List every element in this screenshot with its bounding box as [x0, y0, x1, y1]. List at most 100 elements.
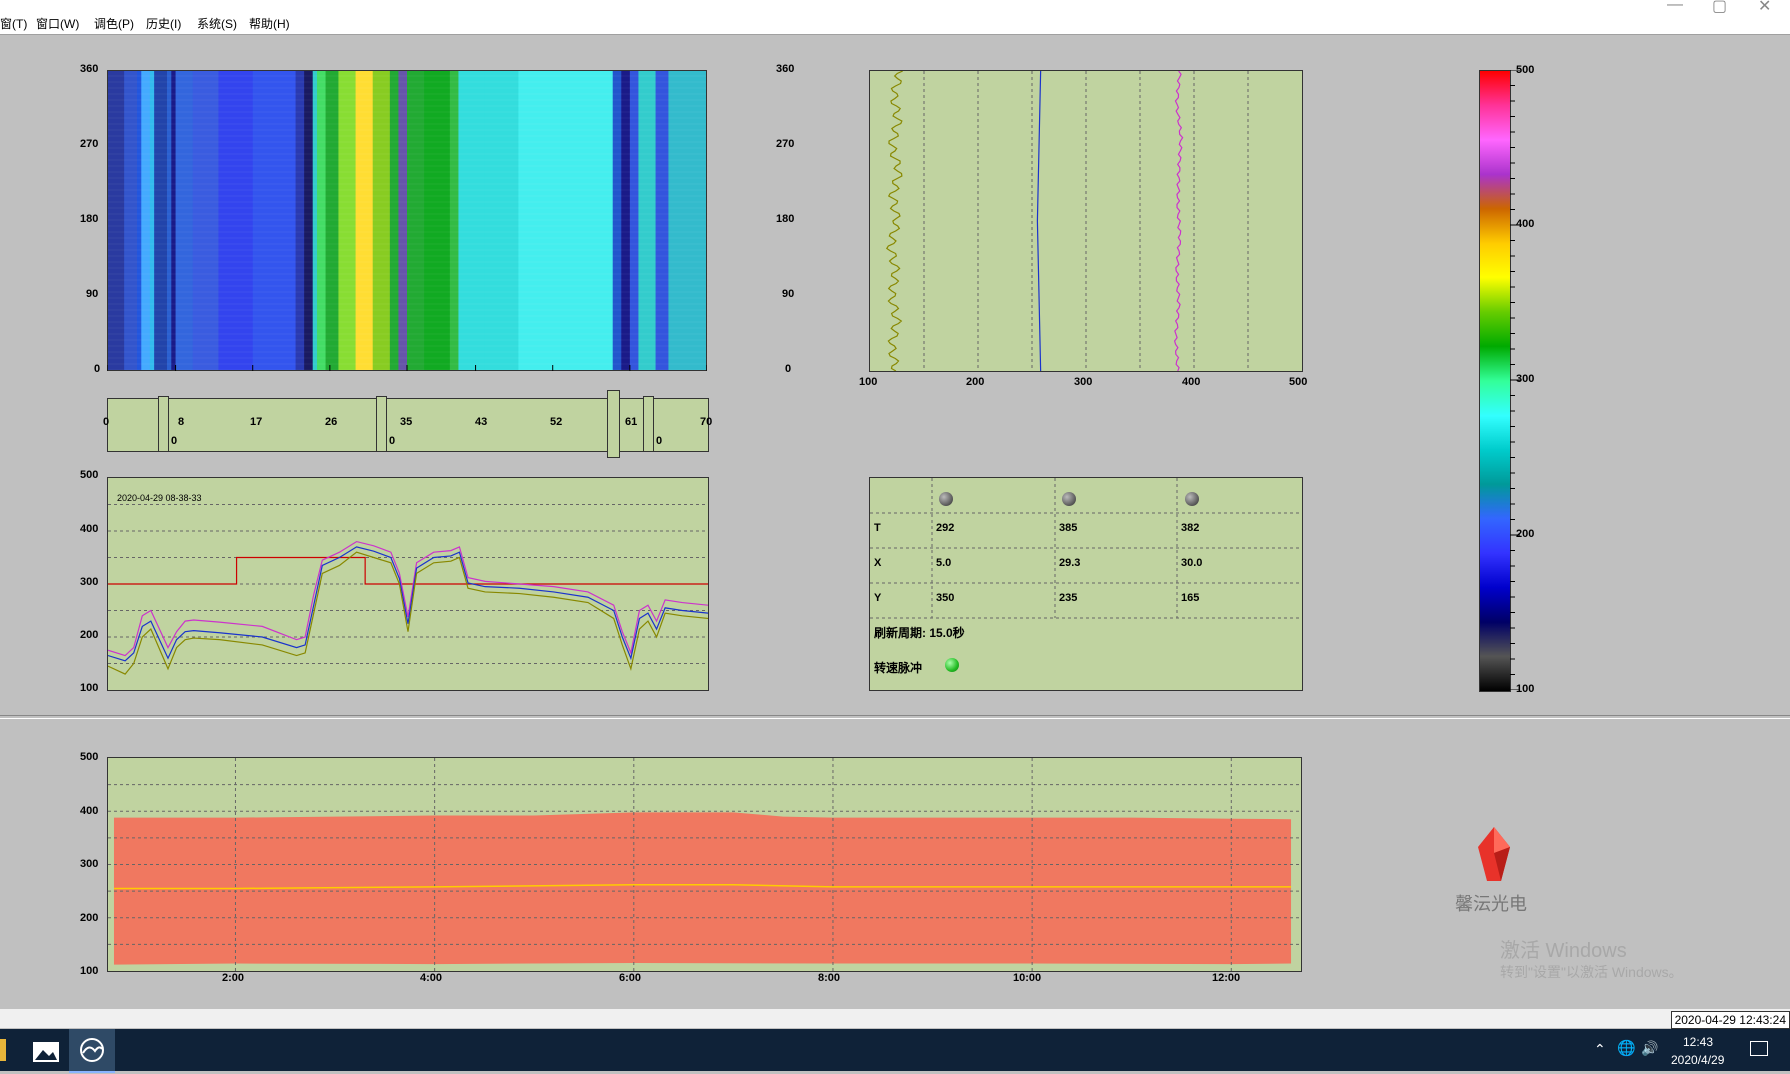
- heatmap-band: [192, 70, 219, 371]
- rpm-pulse-label: 转速脉冲: [874, 661, 923, 675]
- t-value: 382: [1181, 522, 1200, 534]
- status-bar: [0, 1009, 1790, 1028]
- history-ytick: 500: [80, 751, 99, 763]
- profile-xtick: 100: [859, 376, 878, 388]
- refresh-period: 刷新周期: 15.0秒: [874, 626, 965, 640]
- heatmap-band: [612, 70, 622, 371]
- history-ytick: 400: [80, 805, 99, 817]
- x-value: 29.3: [1059, 557, 1081, 569]
- activation-watermark-hint: 转到"设置"以激活 Windows。: [1500, 964, 1683, 980]
- heatmap-band: [621, 70, 631, 371]
- history-xtick: 2:00: [222, 972, 245, 984]
- profile-series-line: [885, 71, 903, 371]
- y-value: 165: [1181, 592, 1200, 604]
- trend-series-line: [108, 551, 708, 675]
- folder-icon[interactable]: [0, 1039, 6, 1061]
- profile-xtick: 200: [966, 376, 985, 388]
- row-label-t: T: [874, 522, 881, 534]
- scale-label: 500: [1516, 64, 1535, 76]
- heatmap-band: [304, 70, 314, 371]
- heatmap-band: [218, 70, 254, 371]
- heatmap-right-ytick: 180: [776, 213, 795, 225]
- heatmap-band: [638, 70, 657, 371]
- close-button[interactable]: ✕: [1758, 0, 1772, 15]
- status-dot-icon: [1185, 492, 1199, 506]
- menu-window[interactable]: 窗口(W): [36, 17, 80, 31]
- taskbar-time[interactable]: 12:43: [1683, 1035, 1714, 1049]
- minimize-button[interactable]: —: [1667, 0, 1683, 13]
- heatmap-band: [484, 70, 519, 371]
- menu-palette[interactable]: 调色(P): [94, 17, 134, 31]
- heatmap-band: [252, 70, 297, 371]
- heatmap-band: [355, 70, 374, 371]
- taskbar-date[interactable]: 2020/4/29: [1671, 1053, 1725, 1067]
- heatmap-band: [149, 70, 155, 371]
- menu-bar: 窗(T) 窗口(W) 调色(P) 历史(I) 系统(S) 帮助(H) — ▢ ✕: [0, 0, 1790, 35]
- x-value: 30.0: [1181, 557, 1203, 569]
- maximize-button[interactable]: ▢: [1712, 0, 1728, 15]
- slider-handle[interactable]: [376, 396, 387, 452]
- heatmap-band: [167, 70, 172, 371]
- heatmap-band: [317, 70, 327, 371]
- slider-marker-label: 0: [389, 435, 396, 447]
- trend-ytick: 200: [80, 629, 99, 641]
- history-ytick: 200: [80, 912, 99, 924]
- slider-tick: 70: [700, 416, 713, 428]
- profile-xtick: 300: [1074, 376, 1093, 388]
- history-xtick: 10:00: [1013, 972, 1042, 984]
- history-ytick: 300: [80, 858, 99, 870]
- trend-ytick: 400: [80, 523, 99, 535]
- heatmap-band: [141, 70, 151, 371]
- profile-xtick: 500: [1289, 376, 1308, 388]
- menu-system[interactable]: 系统(S): [197, 17, 237, 31]
- history-xtick: 4:00: [420, 972, 443, 984]
- heatmap-band: [629, 70, 639, 371]
- history-range-area: [113, 812, 1292, 965]
- heatmap-band: [107, 70, 125, 371]
- trend-ytick: 100: [80, 682, 99, 694]
- menu-history[interactable]: 历史(I): [146, 17, 182, 31]
- history-ytick: 100: [80, 965, 99, 977]
- heatmap-right-ytick: 90: [782, 288, 795, 300]
- heatmap-ytick: 0: [94, 363, 101, 375]
- history-xtick: 12:00: [1212, 972, 1241, 984]
- status-dot-icon: [1062, 492, 1076, 506]
- network-icon[interactable]: 🌐: [1617, 1040, 1636, 1057]
- photos-taskbar-button[interactable]: [25, 1034, 67, 1071]
- thermal-heatmap[interactable]: [107, 70, 707, 371]
- slider-tick: 8: [178, 416, 185, 428]
- trend-series-line: [108, 540, 708, 657]
- t-value: 385: [1059, 522, 1078, 534]
- slider-handle[interactable]: [158, 396, 169, 452]
- trend-ytick: 300: [80, 576, 99, 588]
- thermal-map-panel: [107, 70, 707, 371]
- heatmap-band: [338, 70, 357, 371]
- slider-handle[interactable]: [643, 396, 654, 452]
- slider-tick: 35: [400, 416, 413, 428]
- status-timestamp: 2020-04-29 12:43:24: [1670, 1011, 1790, 1029]
- slider-handle-active[interactable]: [607, 390, 620, 458]
- volume-icon[interactable]: 🔊: [1641, 1040, 1659, 1056]
- heatmap-band: [424, 70, 451, 371]
- menu-window-t[interactable]: 窗(T): [0, 17, 28, 31]
- brand-name: 馨沄光电: [1455, 894, 1527, 914]
- thermal-app-taskbar-button[interactable]: [69, 1029, 115, 1073]
- heatmap-band: [312, 70, 318, 371]
- heatmap-band: [655, 70, 669, 371]
- menu-help[interactable]: 帮助(H): [249, 17, 290, 31]
- photos-icon: [33, 1042, 59, 1062]
- heatmap-ytick: 360: [80, 63, 99, 75]
- notification-icon[interactable]: [1750, 1041, 1768, 1056]
- tray-chevron-icon[interactable]: ⌃: [1594, 1041, 1606, 1057]
- trend-series-line: [108, 546, 708, 662]
- trend-chart: 2020-04-29 08-38-33: [107, 477, 709, 691]
- heatmap-band: [518, 70, 614, 371]
- t-value: 292: [936, 522, 955, 534]
- row-label-x: X: [874, 557, 882, 569]
- trend-series-line: [108, 556, 708, 585]
- panel-separator: [0, 715, 1790, 719]
- heatmap-band: [668, 70, 707, 371]
- trend-timestamp: 2020-04-29 08-38-33: [117, 493, 202, 503]
- x-value: 5.0: [936, 557, 952, 569]
- heatmap-band: [372, 70, 391, 371]
